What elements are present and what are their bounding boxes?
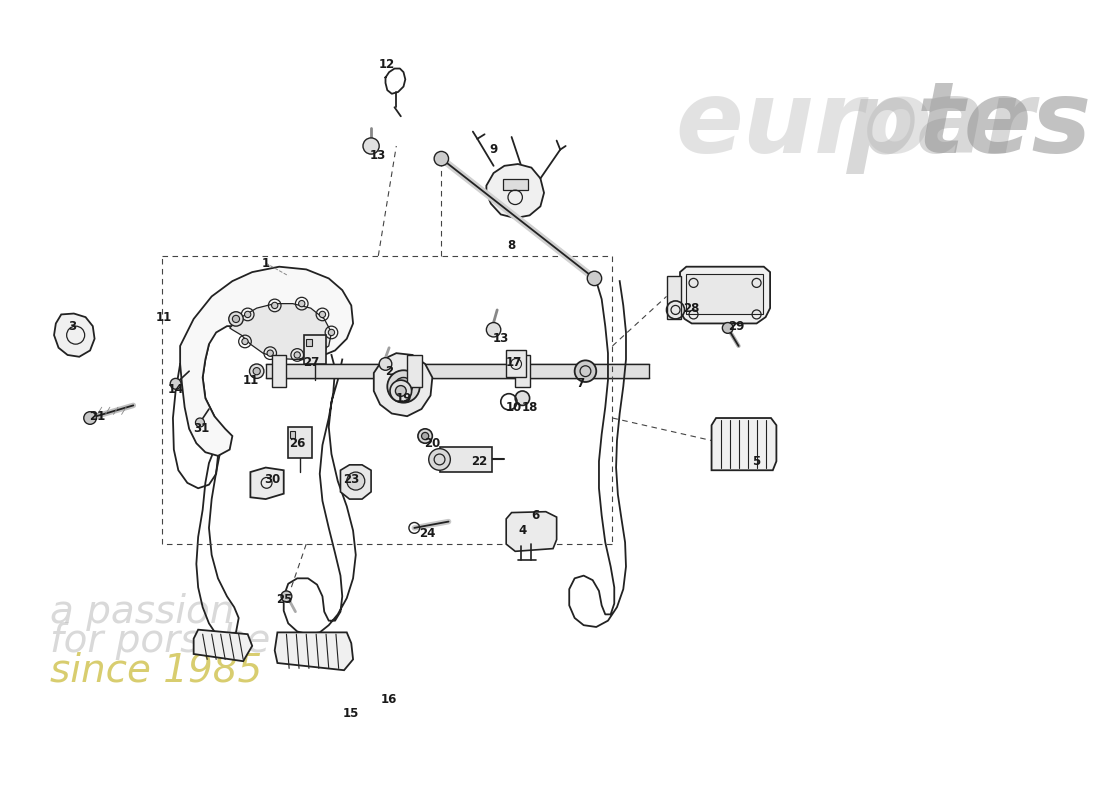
Bar xyxy=(288,427,311,458)
Text: 30: 30 xyxy=(264,473,280,486)
Circle shape xyxy=(319,311,326,318)
Circle shape xyxy=(84,412,97,424)
Polygon shape xyxy=(180,266,353,456)
Text: 12: 12 xyxy=(379,58,395,71)
Bar xyxy=(305,335,326,364)
Circle shape xyxy=(253,367,261,374)
Bar xyxy=(306,338,311,346)
Circle shape xyxy=(272,302,278,309)
Circle shape xyxy=(574,360,596,382)
Bar xyxy=(686,274,763,314)
Circle shape xyxy=(346,472,365,490)
Polygon shape xyxy=(374,353,432,416)
Text: 24: 24 xyxy=(419,527,436,540)
Circle shape xyxy=(418,429,432,443)
Text: 21: 21 xyxy=(89,410,106,422)
Circle shape xyxy=(379,358,392,370)
Text: tes: tes xyxy=(917,77,1092,174)
Circle shape xyxy=(587,271,602,286)
Text: a passion: a passion xyxy=(50,593,234,630)
Text: 2: 2 xyxy=(385,365,393,378)
Text: 13: 13 xyxy=(371,149,386,162)
Circle shape xyxy=(399,382,408,391)
Text: 9: 9 xyxy=(490,143,497,156)
Text: 22: 22 xyxy=(471,454,487,468)
Text: 25: 25 xyxy=(276,594,293,606)
Text: par: par xyxy=(847,77,1035,174)
Circle shape xyxy=(429,449,450,470)
Polygon shape xyxy=(275,632,353,670)
Text: euro: euro xyxy=(675,77,933,174)
Text: 13: 13 xyxy=(493,332,509,346)
Text: 26: 26 xyxy=(289,437,306,450)
Circle shape xyxy=(395,386,406,396)
Text: 1: 1 xyxy=(262,257,270,270)
Bar xyxy=(503,179,528,190)
Text: 27: 27 xyxy=(304,356,320,369)
Circle shape xyxy=(434,151,449,166)
Circle shape xyxy=(390,380,411,402)
Bar xyxy=(266,364,649,378)
Bar xyxy=(667,276,681,319)
Text: 14: 14 xyxy=(167,382,184,396)
Polygon shape xyxy=(251,467,284,499)
Circle shape xyxy=(421,433,429,440)
Text: 20: 20 xyxy=(425,437,440,450)
Circle shape xyxy=(515,391,529,406)
Polygon shape xyxy=(54,314,95,357)
Circle shape xyxy=(229,312,243,326)
Circle shape xyxy=(387,370,420,402)
Polygon shape xyxy=(680,266,770,323)
Text: 10: 10 xyxy=(505,401,521,414)
Text: 5: 5 xyxy=(752,454,761,468)
Circle shape xyxy=(280,591,292,602)
Circle shape xyxy=(328,330,334,336)
Text: for porsche: for porsche xyxy=(50,622,270,660)
Circle shape xyxy=(244,311,251,318)
Bar xyxy=(407,355,421,387)
Text: 28: 28 xyxy=(683,302,700,314)
Text: 16: 16 xyxy=(381,693,397,706)
Text: 4: 4 xyxy=(518,524,527,537)
Polygon shape xyxy=(506,512,557,551)
Circle shape xyxy=(196,418,205,427)
Circle shape xyxy=(363,138,379,154)
Bar xyxy=(515,355,529,387)
Circle shape xyxy=(298,301,305,306)
Text: 23: 23 xyxy=(343,473,360,486)
Bar xyxy=(440,447,492,472)
Circle shape xyxy=(232,315,240,322)
Text: 19: 19 xyxy=(395,392,411,405)
Polygon shape xyxy=(341,465,371,499)
Bar xyxy=(272,355,286,387)
Text: 11: 11 xyxy=(242,374,258,386)
Text: 8: 8 xyxy=(507,238,516,251)
Circle shape xyxy=(723,322,734,334)
Polygon shape xyxy=(194,630,252,662)
Bar xyxy=(290,430,296,438)
Polygon shape xyxy=(712,418,777,470)
Text: 6: 6 xyxy=(531,509,539,522)
Circle shape xyxy=(250,364,264,378)
Circle shape xyxy=(317,345,323,351)
Circle shape xyxy=(242,338,249,345)
Circle shape xyxy=(170,378,182,389)
Text: 29: 29 xyxy=(728,320,745,333)
Circle shape xyxy=(486,322,500,337)
Text: 3: 3 xyxy=(68,320,76,333)
Text: 31: 31 xyxy=(194,422,210,435)
Polygon shape xyxy=(486,164,544,218)
Polygon shape xyxy=(230,304,331,359)
Circle shape xyxy=(294,352,300,358)
Text: 7: 7 xyxy=(576,378,584,390)
Text: 11: 11 xyxy=(156,310,172,324)
Text: 17: 17 xyxy=(505,356,521,369)
Text: since 1985: since 1985 xyxy=(50,651,262,690)
Circle shape xyxy=(395,378,412,395)
Bar xyxy=(506,350,526,378)
Text: 15: 15 xyxy=(343,707,360,720)
Text: 18: 18 xyxy=(521,401,538,414)
Circle shape xyxy=(267,350,274,356)
